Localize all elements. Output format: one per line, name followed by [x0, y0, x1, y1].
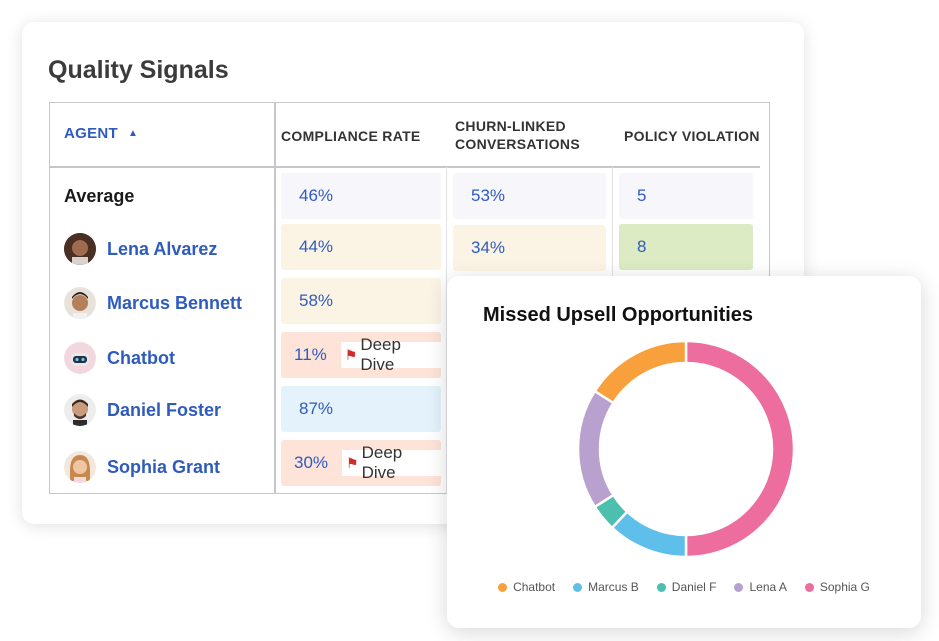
donut-slice-marcus-b[interactable] [610, 509, 688, 559]
compliance-cell[interactable]: 30% ⚑ Deep Dive [281, 440, 441, 486]
legend-dot [734, 582, 744, 592]
row-name: Chatbot [107, 347, 175, 368]
donut-slice-sophia-g[interactable] [684, 339, 796, 559]
policy-cell[interactable]: 5 [619, 173, 753, 219]
cell-value: 58% [299, 291, 334, 310]
cell-value: 53% [471, 186, 506, 205]
policy-cell[interactable]: 8 [619, 224, 753, 270]
compliance-column-header[interactable]: COMPLIANCE RATE [281, 128, 421, 144]
legend-dot [656, 582, 666, 592]
avatar-lena-icon [64, 233, 96, 265]
row-daniel-label[interactable]: Daniel Foster [64, 390, 221, 430]
sort-ascending-icon[interactable]: ▲ [128, 128, 139, 139]
column-divider [446, 167, 447, 493]
legend-dot [573, 582, 583, 592]
row-name: Sophia Grant [107, 456, 221, 477]
row-marcus-label[interactable]: Marcus Bennett [64, 283, 242, 323]
row-name: Daniel Foster [107, 399, 222, 420]
column-divider [274, 103, 276, 493]
legend-dot [498, 582, 508, 592]
legend-label: Lena A [749, 580, 787, 594]
avatar [64, 451, 96, 483]
deep-dive-badge[interactable]: ⚑ Deep Dive [342, 443, 441, 482]
header-divider [50, 166, 760, 168]
legend-item[interactable]: Lena A [734, 580, 787, 594]
donut-slice-lena-a[interactable] [576, 389, 616, 509]
avatar [64, 287, 96, 319]
legend-item[interactable]: Chatbot [498, 580, 555, 594]
legend-label: Chatbot [513, 580, 556, 594]
missed-upsell-card: Missed Upsell Opportunities Chatbot Marcu… [447, 276, 921, 628]
cell-value: 30% [294, 453, 329, 472]
agent-header-label: AGENT [64, 125, 118, 142]
legend-label: Sophia G [819, 580, 870, 594]
avatar [64, 394, 96, 426]
compliance-cell[interactable]: 44% [281, 224, 441, 270]
chart-legend: Chatbot Marcus B Daniel F Lena A Sophia G [447, 580, 921, 594]
cell-value: 87% [299, 399, 334, 418]
churn-cell[interactable]: 53% [453, 173, 606, 219]
avatar-daniel-icon [64, 394, 96, 426]
cell-value: 8 [637, 237, 647, 256]
avatar-marcus-icon [64, 287, 96, 319]
churn-column-header[interactable]: CHURN-LINKED CONVERSATIONS [455, 118, 580, 152]
deep-dive-badge[interactable]: ⚑ Deep Dive [340, 335, 441, 374]
flag-icon: ⚑ [344, 346, 358, 363]
row-average-label: Average [64, 176, 134, 216]
avatar-sophia-icon [64, 451, 96, 483]
deep-dive-label: Deep Dive [361, 443, 403, 482]
legend-label: Marcus B [588, 580, 639, 594]
chart-title: Missed Upsell Opportunities [483, 304, 754, 326]
deep-dive-label: Deep Dive [360, 335, 401, 374]
row-lena-label[interactable]: Lena Alvarez [64, 229, 217, 269]
row-chatbot-label[interactable]: Chatbot [64, 338, 175, 378]
cell-value: 34% [471, 238, 506, 257]
row-name: Marcus Bennett [107, 292, 243, 313]
legend-item[interactable]: Sophia G [804, 580, 870, 594]
compliance-cell[interactable]: 46% [281, 173, 441, 219]
cell-value: 11% [294, 345, 327, 364]
row-name: Lena Alvarez [107, 238, 218, 259]
cell-value: 5 [637, 186, 647, 205]
legend-label: Daniel F [671, 580, 717, 594]
donut-chart [576, 339, 796, 559]
avatar [64, 233, 96, 265]
legend-item[interactable]: Marcus B [573, 580, 639, 594]
compliance-cell[interactable]: 58% [281, 278, 441, 324]
quality-table: AGENT ▲ COMPLIANCE RATE CHURN-LINKED CONV… [49, 102, 770, 494]
policy-column-header[interactable]: POLICY VIOLATION [624, 128, 760, 144]
agent-column-header[interactable]: AGENT ▲ [64, 125, 138, 143]
card-title: Quality Signals [48, 56, 229, 84]
compliance-cell[interactable]: 87% [281, 386, 441, 432]
row-name: Average [64, 185, 135, 206]
quality-signals-card: Quality Signals AGENT ▲ COMPLIANCE RATE C… [22, 22, 804, 524]
churn-cell[interactable]: 34% [453, 225, 606, 271]
avatar [64, 342, 96, 374]
chatbot-avatar-icon [64, 342, 96, 374]
flag-icon: ⚑ [346, 454, 359, 471]
cell-value: 46% [299, 186, 334, 205]
legend-dot [804, 582, 814, 592]
legend-item[interactable]: Daniel F [656, 580, 717, 594]
donut-slice-chatbot[interactable] [593, 339, 688, 405]
cell-value: 44% [299, 237, 334, 256]
compliance-cell[interactable]: 11% ⚑ Deep Dive [281, 332, 441, 378]
row-sophia-label[interactable]: Sophia Grant [64, 447, 220, 487]
